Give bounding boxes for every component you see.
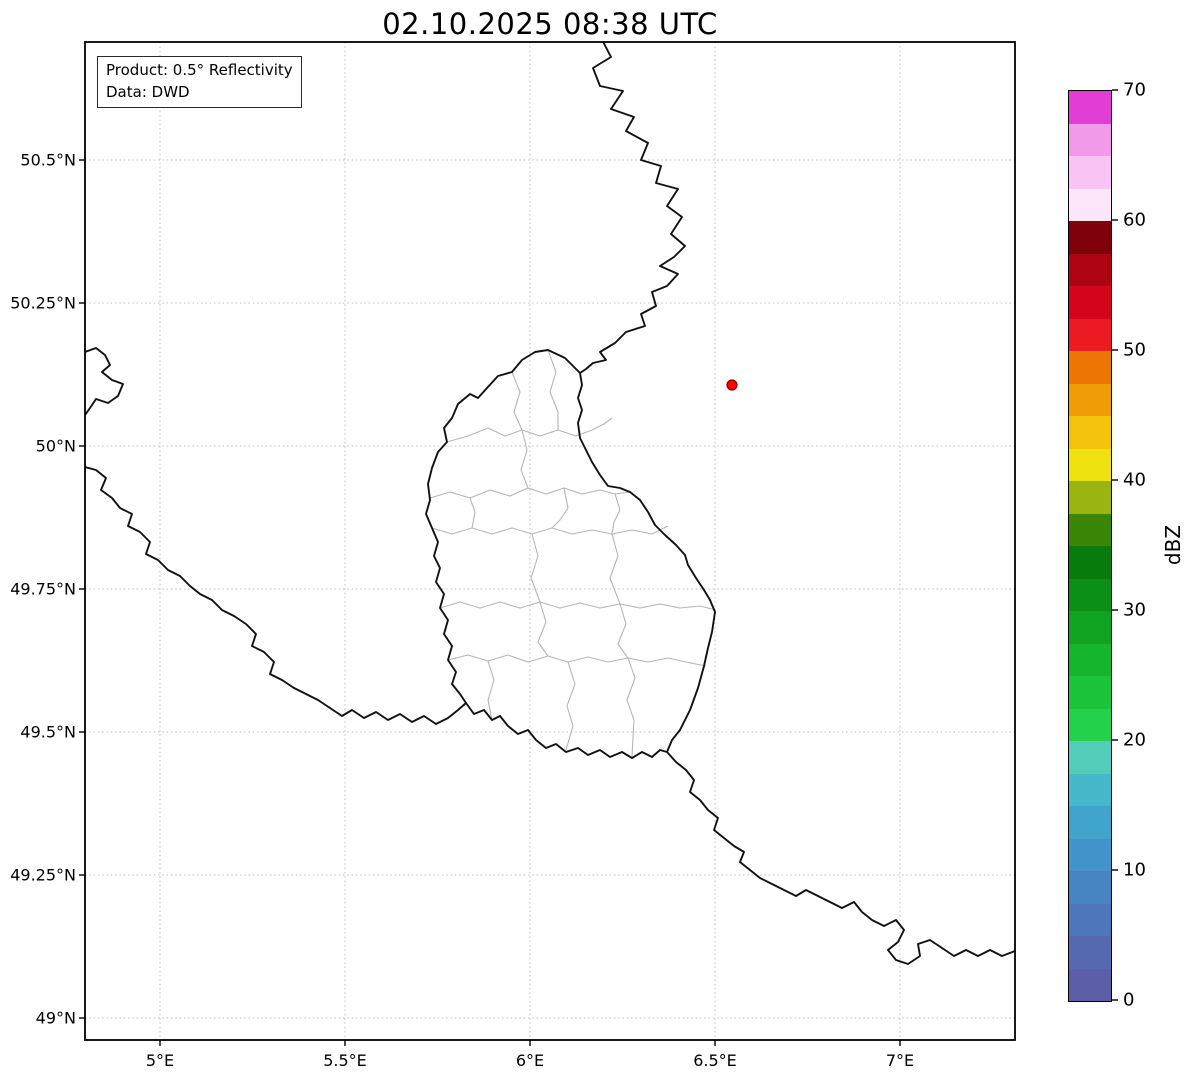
colorbar-segment — [1069, 935, 1111, 969]
colorbar-segment — [1069, 317, 1111, 351]
colorbar-tick-label: 30 — [1123, 599, 1146, 621]
colorbar-segment — [1069, 382, 1111, 416]
colorbar-segment — [1069, 837, 1111, 871]
map-canvas — [84, 29, 1016, 1040]
district-border-path — [617, 603, 629, 659]
colorbar-segment — [1069, 480, 1111, 514]
country-border-path — [84, 466, 467, 725]
product-info-box: Product: 0.5° Reflectivity Data: DWD — [97, 56, 302, 108]
y-tick-label: 49°N — [35, 1008, 76, 1028]
district-border-path — [487, 660, 495, 721]
x-tick-label: 6.5°E — [693, 1051, 737, 1070]
colorbar-segment — [1069, 675, 1111, 709]
colorbar-unit-label: dBZ — [1161, 524, 1185, 566]
colorbar-segment — [1069, 91, 1111, 124]
district-border-path — [609, 533, 621, 605]
district-border-path — [431, 525, 669, 535]
district-border-path — [520, 429, 529, 489]
colorbar-segment — [1069, 545, 1111, 579]
y-tick-label: 50.5°N — [20, 150, 76, 170]
district-border-path — [447, 654, 707, 667]
colorbar-segment — [1069, 122, 1111, 156]
colorbar-tick-label: 70 — [1123, 79, 1146, 101]
colorbar-segment — [1069, 187, 1111, 221]
country-border-path — [84, 347, 124, 416]
district-border-path — [626, 657, 636, 757]
colorbar-segment — [1069, 155, 1111, 189]
country-border-path — [666, 751, 1016, 965]
colorbar-segment — [1069, 610, 1111, 644]
colorbar-segment — [1069, 285, 1111, 319]
data-source-line: Data: DWD — [106, 82, 190, 101]
colorbar-segment — [1069, 707, 1111, 741]
colorbar-segment — [1069, 772, 1111, 806]
colorbar-segment — [1069, 740, 1111, 774]
colorbar-tick-label: 10 — [1123, 859, 1146, 881]
district-border-path — [611, 493, 621, 535]
colorbar-tick-label: 50 — [1123, 339, 1146, 361]
colorbar-segment — [1069, 902, 1111, 936]
colorbar-segment — [1069, 870, 1111, 904]
y-tick-label: 50.25°N — [10, 293, 76, 313]
y-tick-label: 49.25°N — [10, 865, 76, 885]
product-line: Product: 0.5° Reflectivity — [106, 61, 293, 79]
district-border-path — [439, 601, 717, 611]
colorbar-segment — [1069, 642, 1111, 676]
district-border-path — [530, 533, 541, 603]
x-tick-label: 7°E — [885, 1051, 915, 1070]
colorbar-segment — [1069, 805, 1111, 839]
district-border-path — [565, 661, 576, 751]
colorbar-tick-label: 40 — [1123, 469, 1146, 491]
district-border-path — [547, 349, 559, 430]
x-tick-label: 6°E — [515, 1051, 545, 1070]
colorbar-segment — [1069, 967, 1111, 1001]
country-border-path — [579, 29, 686, 374]
colorbar — [1068, 90, 1112, 1002]
district-border-path — [469, 497, 476, 529]
colorbar-tick-label: 20 — [1123, 729, 1146, 751]
y-tick-label: 49.75°N — [10, 579, 76, 599]
colorbar-segment — [1069, 577, 1111, 611]
colorbar-segment — [1069, 512, 1111, 546]
colorbar-segment — [1069, 350, 1111, 384]
x-tick-label: 5°E — [145, 1051, 175, 1070]
y-tick-label: 49.5°N — [20, 722, 76, 742]
district-border-path — [537, 601, 549, 657]
colorbar-tick-label: 0 — [1123, 989, 1135, 1011]
figure-title: 02.10.2025 08:38 UTC — [382, 7, 718, 41]
radar-location-dot — [726, 379, 738, 391]
colorbar-segment — [1069, 415, 1111, 449]
colorbar-segment — [1069, 220, 1111, 254]
colorbar-segment — [1069, 447, 1111, 481]
colorbar-segment — [1069, 252, 1111, 286]
colorbar-tick-label: 60 — [1123, 209, 1146, 231]
district-border-path — [551, 487, 569, 529]
y-tick-label: 50°N — [35, 436, 76, 456]
district-border-path — [511, 371, 523, 431]
x-tick-label: 5.5°E — [323, 1051, 367, 1070]
map-plot-area — [84, 29, 1016, 1040]
